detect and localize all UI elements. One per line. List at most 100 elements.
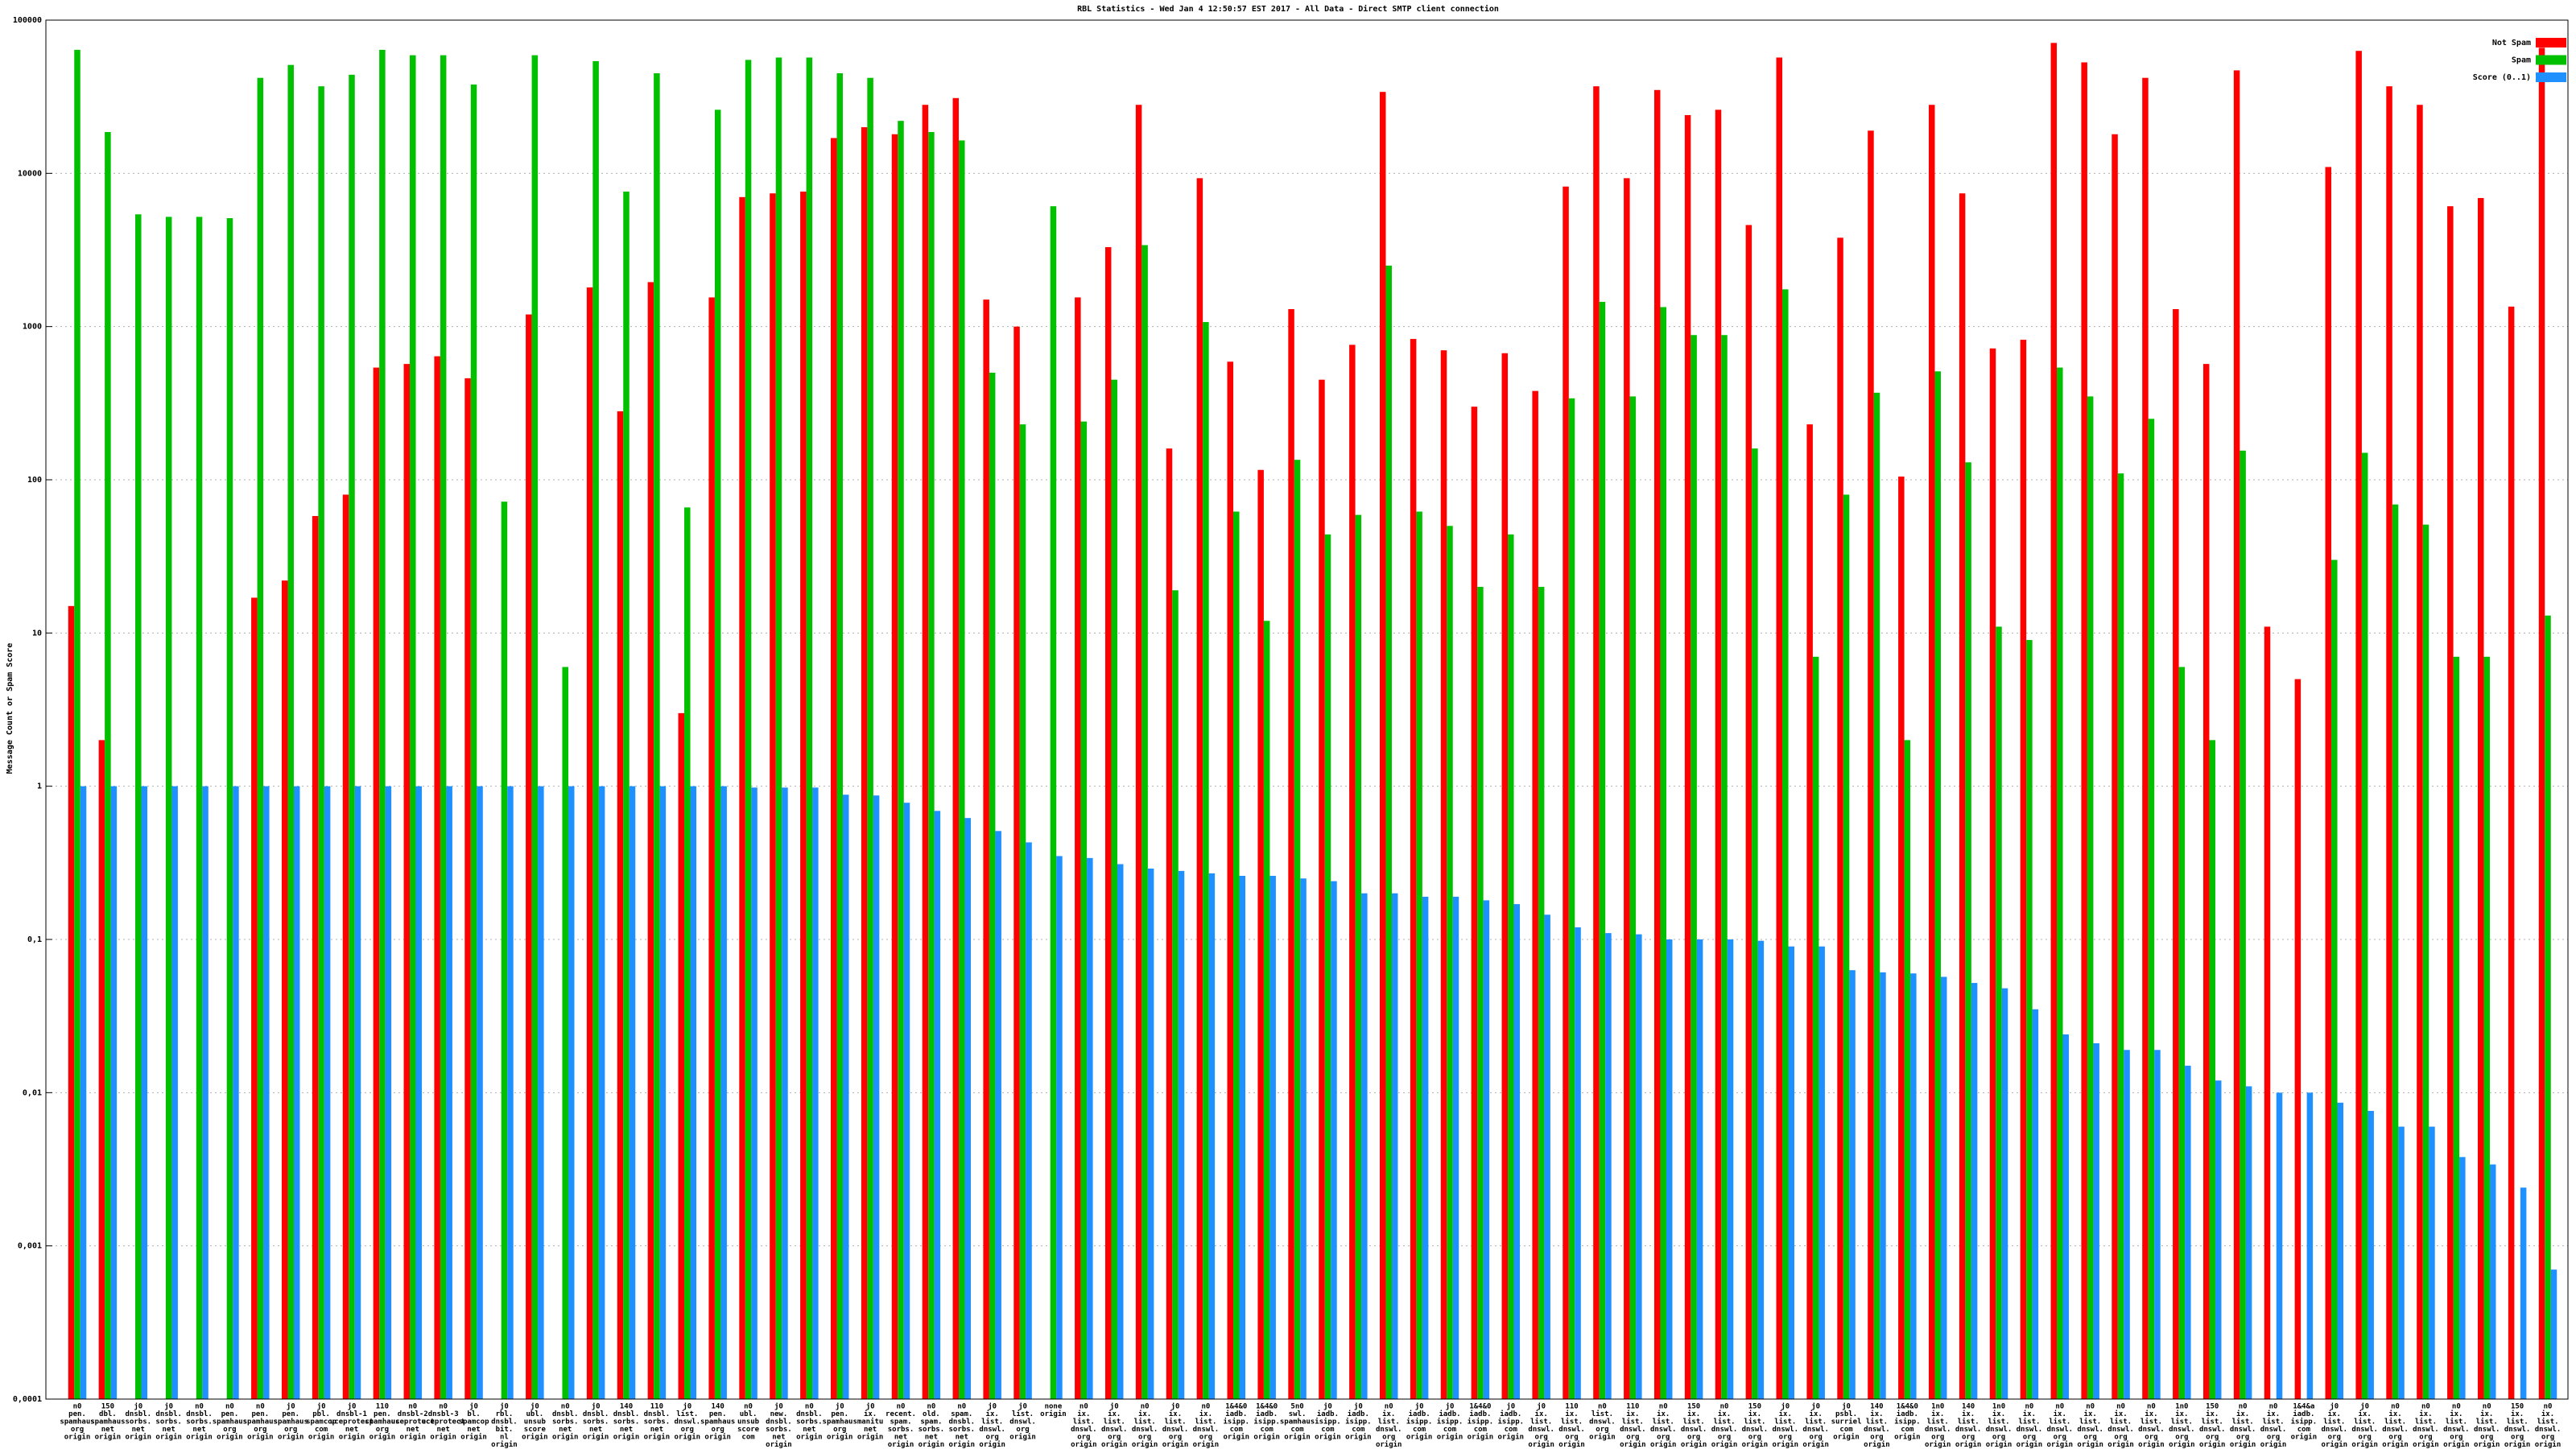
x-tick-label: com: [1443, 1426, 1457, 1434]
x-tick-label: org: [1108, 1434, 1121, 1442]
bar: [898, 121, 904, 1399]
x-tick-label: j0: [1842, 1402, 1851, 1411]
bar: [1349, 345, 1356, 1399]
x-tick-label: origin: [1284, 1433, 1311, 1442]
x-tick-label: dnsbl.: [644, 1410, 671, 1418]
x-tick-label: org: [1535, 1434, 1548, 1442]
x-tick-label: org: [1687, 1434, 1700, 1442]
x-tick-label: list.: [2232, 1418, 2254, 1426]
x-tick-label: n0: [225, 1403, 234, 1411]
bar: [477, 786, 483, 1399]
x-tick-label: dnswl.: [1802, 1426, 1829, 1434]
bar: [257, 77, 264, 1399]
bar: [1563, 186, 1569, 1399]
bar: [891, 134, 898, 1399]
x-tick-label: dnsbl.: [186, 1410, 213, 1418]
x-tick-label: ix.: [1138, 1410, 1151, 1418]
x-tick-label: origin: [217, 1433, 243, 1442]
x-tick-label: list.: [2384, 1418, 2406, 1426]
bar: [226, 217, 233, 1400]
bar: [2417, 105, 2423, 1400]
x-tick-label: ix.: [2236, 1410, 2249, 1418]
x-tick-label: org: [2419, 1434, 2432, 1442]
bar: [720, 786, 727, 1399]
x-tick-label: origin: [308, 1433, 335, 1442]
x-tick-label: n0: [2269, 1403, 2278, 1411]
bar: [1806, 424, 1813, 1399]
bar: [934, 811, 941, 1399]
bar: [98, 740, 105, 1399]
bar: [1575, 927, 1581, 1399]
y-tick-label: 0,01: [23, 1088, 42, 1097]
bar: [1782, 289, 1789, 1399]
x-tick-label: ix.: [1810, 1410, 1823, 1418]
bar: [598, 786, 605, 1399]
bar: [2361, 452, 2368, 1400]
x-tick-label: n0: [805, 1403, 814, 1411]
x-tick-label: ix.: [2054, 1410, 2066, 1418]
x-tick-label: dnswl.: [1009, 1418, 1036, 1426]
x-tick-label: pen.: [68, 1410, 86, 1418]
x-tick-label: origin: [2077, 1440, 2103, 1449]
x-tick-label: j0: [988, 1402, 997, 1411]
x-tick-label: n0: [1201, 1403, 1210, 1411]
x-tick-label: origin: [126, 1433, 152, 1442]
x-tick-label: list.: [2049, 1418, 2070, 1426]
x-tick-label: sorbs.: [186, 1418, 213, 1426]
bar: [1666, 939, 1673, 1399]
x-tick-label: org: [1626, 1434, 1639, 1442]
x-tick-label: net: [101, 1426, 114, 1434]
bar: [2185, 1065, 2191, 1399]
x-tick-label: iadb.: [1225, 1410, 1247, 1418]
bar: [2112, 134, 2118, 1399]
bar: [562, 667, 568, 1399]
bar: [586, 287, 593, 1399]
x-tick-label: dnswl.: [2443, 1426, 2470, 1434]
bar: [1501, 353, 1509, 1400]
x-tick-label: origin: [522, 1433, 548, 1442]
x-tick-label: iadb.: [1897, 1410, 1918, 1418]
bar: [1849, 970, 1856, 1399]
x-tick-label: org: [2328, 1434, 2341, 1442]
bar: [1934, 371, 1941, 1399]
legend-swatch: [2536, 38, 2566, 47]
bar: [1208, 873, 1216, 1399]
x-tick-label: net: [192, 1426, 205, 1434]
bar: [2142, 77, 2149, 1399]
bar: [1263, 621, 1270, 1399]
x-tick-label: n0: [73, 1403, 82, 1411]
bar: [812, 787, 819, 1399]
x-tick-label: ix.: [1077, 1410, 1090, 1418]
x-tick-label: j0: [1110, 1402, 1119, 1411]
y-tick-label: 100: [27, 476, 42, 485]
bar: [385, 786, 392, 1399]
bar: [1996, 626, 2002, 1399]
x-tick-label: j0: [469, 1402, 478, 1411]
bar: [617, 411, 624, 1400]
x-tick-label: com: [1505, 1426, 1518, 1434]
y-tick-label: 1000: [23, 323, 42, 332]
bar: [1660, 307, 1666, 1400]
x-tick-label: ix.: [2267, 1410, 2280, 1418]
y-tick-label: 10: [32, 629, 42, 638]
bar: [2520, 1187, 2527, 1399]
x-tick-label: list.: [2171, 1418, 2193, 1426]
bar: [2264, 626, 2271, 1399]
bar: [2215, 1080, 2222, 1399]
x-tick-label: list.: [1683, 1418, 1705, 1426]
x-tick-label: iadb.: [1500, 1410, 1521, 1418]
x-tick-label: dnsbl-3: [428, 1410, 459, 1418]
bar: [2062, 1034, 2070, 1399]
x-tick-label: list.: [1744, 1418, 1765, 1426]
x-tick-label: 140: [1962, 1403, 1975, 1411]
bar: [531, 55, 539, 1399]
x-tick-label: list.: [1073, 1418, 1095, 1426]
x-tick-label: list.: [1622, 1418, 1644, 1426]
x-tick-label: dnswl.: [1925, 1426, 1951, 1434]
x-tick-label: ix.: [2206, 1410, 2219, 1418]
bar: [1416, 511, 1422, 1399]
x-tick-label: org: [2054, 1434, 2066, 1442]
x-tick-label: dnsbl.: [796, 1410, 823, 1418]
x-tick-label: dnsbl.: [583, 1410, 609, 1418]
bar: [2154, 1050, 2161, 1399]
